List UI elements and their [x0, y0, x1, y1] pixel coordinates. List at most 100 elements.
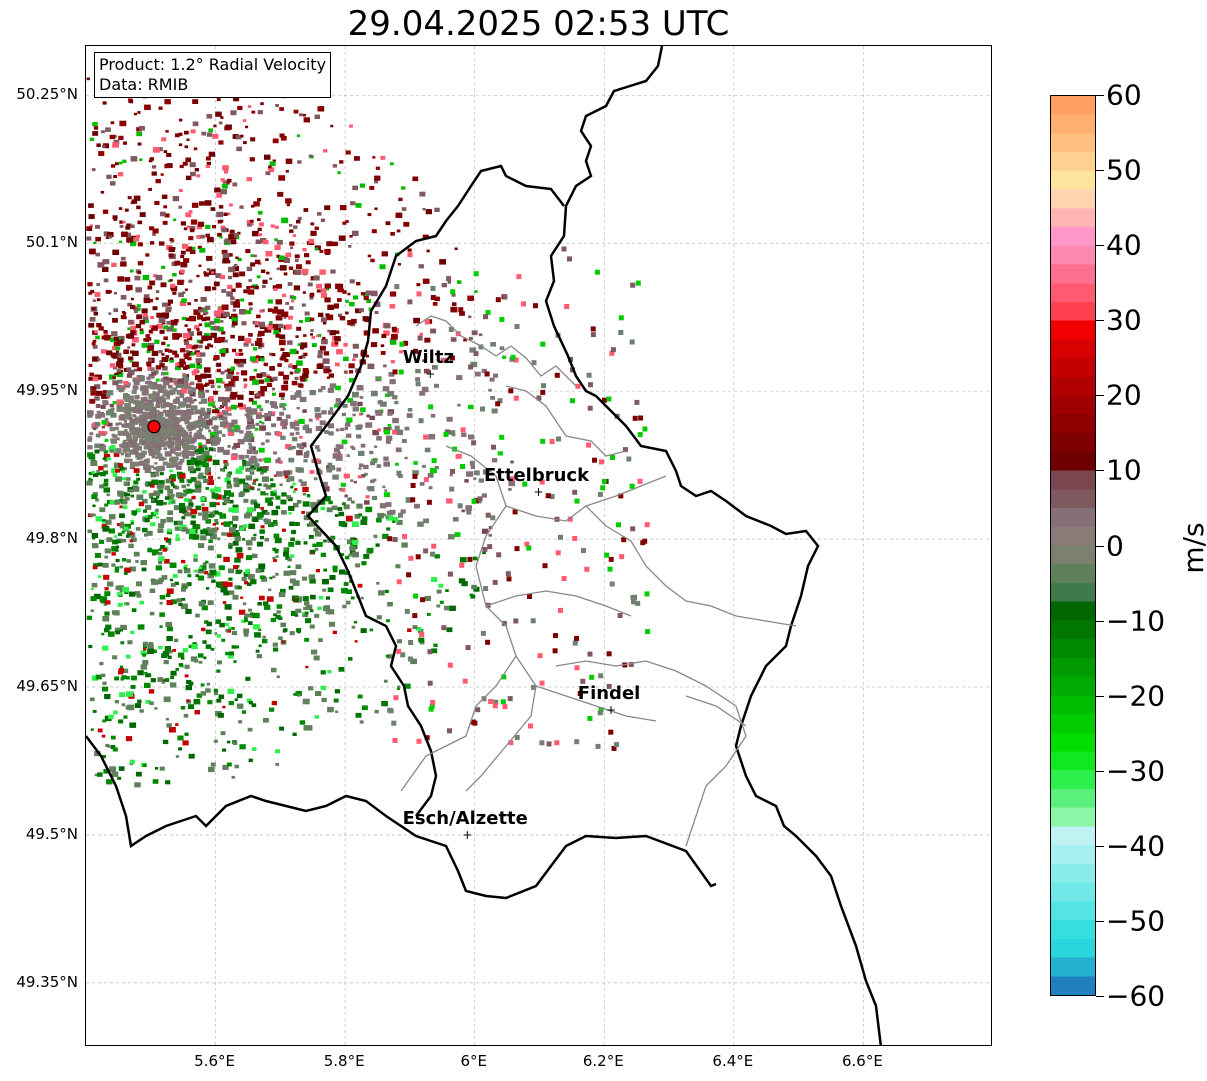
echo-pixel: [200, 535, 207, 541]
echo-pixel: [276, 471, 283, 477]
echo-pixel: [297, 694, 301, 697]
echo-pixel: [122, 394, 130, 400]
echo-pixel: [183, 568, 191, 574]
echo-pixel: [327, 410, 334, 415]
echo-pixel: [182, 453, 190, 459]
echo-pixel: [265, 251, 273, 257]
echo-pixel: [206, 255, 213, 261]
echo-pixel: [524, 541, 530, 547]
echo-pixel: [153, 466, 157, 470]
echo-pixel: [244, 618, 248, 622]
echo-pixel: [164, 316, 168, 319]
echo-pixel: [213, 310, 221, 317]
echo-pixel: [275, 749, 280, 754]
echo-pixel: [192, 121, 199, 127]
echo-pixel: [227, 431, 234, 436]
echo-pixel: [116, 350, 119, 354]
echo-pixel: [325, 596, 331, 600]
echo-pixel: [99, 539, 105, 544]
echo-pixel: [324, 205, 331, 211]
echo-pixel: [110, 164, 116, 168]
echo-pixel: [100, 412, 104, 416]
echo-pixel: [246, 177, 252, 182]
echo-pixel: [606, 651, 612, 657]
echo-pixel: [191, 643, 198, 650]
echo-pixel: [267, 324, 275, 330]
echo-pixel: [629, 483, 635, 489]
echo-pixel: [262, 639, 268, 644]
echo-pixel: [290, 424, 296, 429]
echo-pixel: [279, 334, 286, 340]
echo-pixel: [194, 325, 200, 330]
echo-pixel: [134, 427, 140, 432]
echo-pixel: [351, 521, 359, 527]
echo-pixel: [208, 475, 213, 480]
echo-pixel: [327, 462, 333, 467]
echo-pixel: [283, 380, 289, 385]
echo-pixel: [141, 308, 148, 314]
echo-pixel: [385, 502, 392, 507]
echo-pixel: [113, 710, 118, 715]
echo-pixel: [254, 324, 259, 328]
echo-pixel: [338, 235, 346, 241]
echo-pixel: [197, 575, 205, 581]
echo-pixel: [609, 350, 615, 356]
echo-pixel: [469, 460, 475, 466]
echo-pixel: [497, 451, 503, 456]
echo-pixel: [136, 418, 142, 424]
echo-pixel: [191, 446, 197, 450]
echo-pixel: [95, 516, 103, 522]
echo-pixel: [351, 500, 355, 504]
echo-pixel: [231, 288, 236, 293]
echo-pixel: [291, 446, 296, 450]
echo-pixel: [133, 461, 140, 467]
echo-pixel: [174, 452, 178, 455]
map-area[interactable]: [85, 45, 992, 1046]
echo-pixel: [186, 440, 192, 444]
echo-pixel: [407, 408, 413, 412]
echo-pixel: [341, 587, 348, 594]
echo-pixel: [272, 323, 278, 329]
echo-pixel: [329, 407, 334, 410]
echo-pixel: [304, 253, 310, 258]
echo-pixel: [197, 653, 204, 658]
echo-pixel: [156, 431, 161, 436]
echo-pixel: [173, 410, 180, 416]
echo-pixel: [410, 658, 417, 665]
echo-pixel: [298, 383, 304, 388]
echo-pixel: [128, 449, 133, 453]
echo-pixel: [341, 439, 348, 445]
echo-pixel: [206, 161, 211, 166]
echo-pixel: [308, 238, 315, 244]
echo-pixel: [115, 352, 122, 358]
echo-pixel: [134, 416, 141, 421]
echo-pixel: [351, 447, 356, 450]
echo-pixel: [188, 644, 193, 648]
echo-pixel: [363, 296, 369, 301]
echo-pixel: [152, 165, 157, 169]
echo-pixel: [114, 566, 120, 570]
echo-pixel: [151, 325, 158, 331]
echo-pixel: [145, 421, 150, 426]
echo-pixel: [431, 458, 437, 464]
echo-pixel: [117, 276, 125, 282]
echo-pixel: [153, 386, 159, 390]
echo-pixel: [422, 234, 429, 240]
echo-pixel: [366, 299, 372, 303]
echo-pixel: [203, 416, 208, 420]
echo-pixel: [380, 344, 385, 348]
echo-pixel: [447, 662, 453, 668]
colorbar-unit: m/s: [1177, 522, 1207, 574]
echo-pixel: [137, 699, 142, 703]
echo-pixel: [313, 477, 318, 481]
echo-pixel: [344, 494, 348, 498]
echo-pixel: [143, 643, 148, 647]
echo-pixel: [152, 471, 160, 477]
echo-pixel: [115, 162, 119, 166]
echo-pixel: [175, 668, 179, 671]
echo-pixel: [112, 366, 117, 370]
echo-pixel: [306, 450, 310, 454]
echo-pixel: [254, 259, 261, 265]
lon-tick-label: 6.2°E: [582, 1052, 624, 1070]
echo-pixel: [353, 620, 358, 624]
